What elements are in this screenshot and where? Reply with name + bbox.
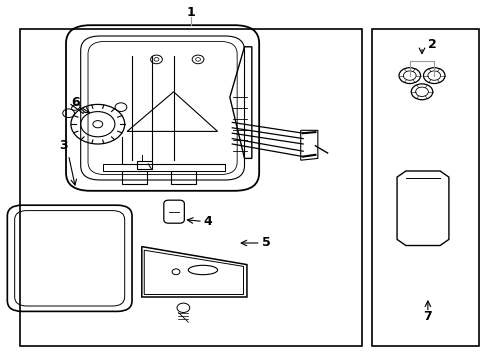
Text: 5: 5 (262, 237, 270, 249)
Text: 4: 4 (203, 215, 212, 228)
Text: 1: 1 (186, 6, 195, 19)
Text: 6: 6 (71, 96, 80, 109)
Text: 7: 7 (423, 310, 431, 323)
Text: 3: 3 (59, 139, 68, 152)
Text: 2: 2 (427, 39, 436, 51)
Bar (137, 161, 151, 169)
Bar (20, 29, 361, 346)
Bar (371, 29, 478, 346)
